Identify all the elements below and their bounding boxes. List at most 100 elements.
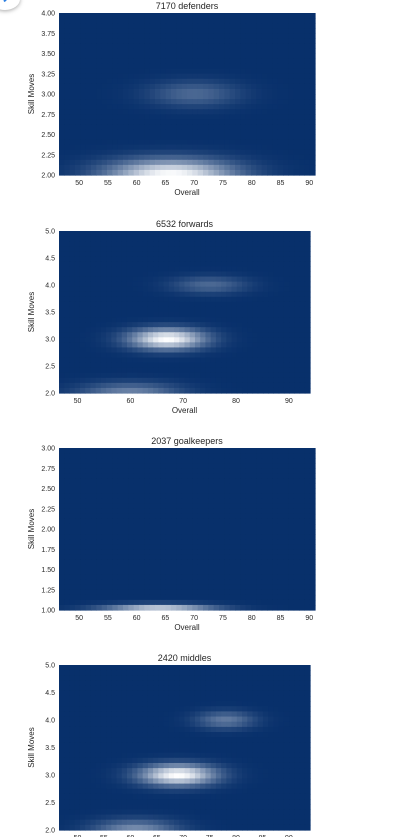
heatmap-cell	[59, 534, 65, 540]
heatmap-cell	[144, 549, 151, 555]
heatmap-cell	[144, 539, 151, 545]
heatmap-cell	[64, 665, 71, 671]
heatmap-cell	[179, 317, 186, 323]
heatmap-cell	[226, 690, 233, 697]
heatmap-cell	[256, 493, 263, 500]
heatmap-cell	[171, 559, 177, 566]
heatmap-cell	[96, 159, 103, 166]
heatmap-cell	[165, 453, 172, 459]
heatmap-cell	[179, 256, 186, 262]
heatmap-cell	[121, 332, 128, 338]
heatmap-cell	[293, 63, 300, 70]
heatmap-cell	[91, 554, 97, 560]
heatmap-cell	[309, 134, 316, 141]
heatmap-cell	[158, 312, 165, 318]
heatmap-cell	[181, 518, 188, 525]
heatmap-cell	[247, 266, 254, 273]
heatmap-cell	[128, 523, 135, 530]
heatmap-cell	[96, 468, 103, 474]
heatmap-cell	[257, 246, 264, 252]
heatmap-cell	[64, 690, 71, 697]
heatmap-cell	[205, 367, 212, 374]
heatmap-cell	[160, 498, 167, 505]
heatmap-cell	[176, 584, 183, 591]
heatmap-cell	[219, 534, 225, 540]
heatmap-cell	[304, 124, 311, 131]
heatmap-cell	[309, 599, 316, 606]
heatmap-cell	[294, 352, 301, 359]
heatmap-cell	[147, 286, 154, 293]
heatmap-cell	[149, 78, 156, 85]
heatmap-cell	[176, 68, 183, 75]
heatmap-cell	[187, 169, 193, 176]
heatmap-cell	[171, 539, 177, 545]
heatmap-cell	[273, 291, 280, 298]
heatmap-cell	[153, 296, 159, 303]
heatmap-cell	[309, 453, 316, 459]
heatmap-cell	[79, 281, 86, 288]
heatmap-cell	[262, 236, 269, 242]
corner-pin-button[interactable]	[0, 0, 20, 10]
heatmap-cell	[174, 377, 180, 384]
heatmap-cell	[171, 13, 177, 19]
heatmap-cell	[205, 296, 212, 303]
heatmap-cell	[235, 488, 241, 495]
heatmap-cell	[176, 564, 183, 571]
heatmap-cell	[153, 241, 159, 247]
heatmap-cell	[267, 559, 273, 566]
heatmap-cell	[142, 251, 149, 257]
heatmap-cell	[144, 584, 151, 591]
heatmap-cell	[147, 357, 154, 364]
heatmap-cell	[229, 149, 236, 156]
heatmap-cell	[91, 139, 97, 146]
heatmap-cell	[59, 83, 65, 90]
y-tick-label: 5.0	[45, 229, 55, 236]
heatmap-cell	[257, 322, 264, 328]
heatmap-cell	[229, 549, 236, 555]
heatmap-cell	[304, 529, 311, 535]
heatmap-cell	[80, 493, 87, 500]
heatmap-cell	[226, 276, 233, 283]
heatmap-cell	[283, 503, 289, 510]
heatmap-cell	[272, 564, 279, 571]
heatmap-cell	[272, 58, 279, 65]
heatmap-cell	[126, 690, 133, 697]
heatmap-cell	[187, 458, 193, 464]
heatmap-cell	[268, 251, 274, 257]
heatmap-cell	[294, 256, 301, 262]
heatmap-cell	[203, 513, 209, 520]
heatmap-cell	[268, 680, 274, 687]
heatmap-cell	[112, 508, 119, 515]
heatmap-cell	[189, 352, 196, 359]
heatmap-cell	[247, 342, 254, 349]
heatmap-cell	[205, 306, 212, 313]
heatmap-cell	[299, 281, 306, 288]
heatmap-cell	[261, 164, 268, 171]
heatmap-cell	[163, 256, 170, 262]
heatmap-cell	[187, 468, 193, 474]
heatmap-cell	[299, 534, 305, 540]
heatmap-cell	[158, 296, 165, 303]
heatmap-cell	[235, 28, 241, 34]
heatmap-cell	[64, 149, 71, 156]
heatmap-cell	[289, 312, 295, 318]
heatmap-cell	[96, 139, 103, 146]
heatmap-cell	[213, 539, 220, 545]
heatmap-cell	[251, 559, 257, 566]
heatmap-cell	[179, 377, 186, 384]
heatmap-cell	[261, 589, 268, 596]
heatmap-cell	[245, 83, 252, 90]
heatmap-cell	[309, 478, 316, 485]
heatmap-cell	[59, 256, 65, 262]
heatmap-cell	[221, 291, 227, 298]
heatmap-cell	[107, 13, 113, 19]
heatmap-cell	[59, 513, 65, 520]
heatmap-cell	[133, 483, 140, 490]
heatmap-cell	[112, 483, 119, 490]
heatmap-cell	[224, 33, 231, 39]
heatmap-cell	[251, 493, 257, 500]
heatmap-cell	[165, 529, 172, 535]
heatmap-cell	[226, 317, 233, 323]
heatmap-cell	[189, 332, 196, 338]
heatmap-cell	[181, 83, 188, 90]
